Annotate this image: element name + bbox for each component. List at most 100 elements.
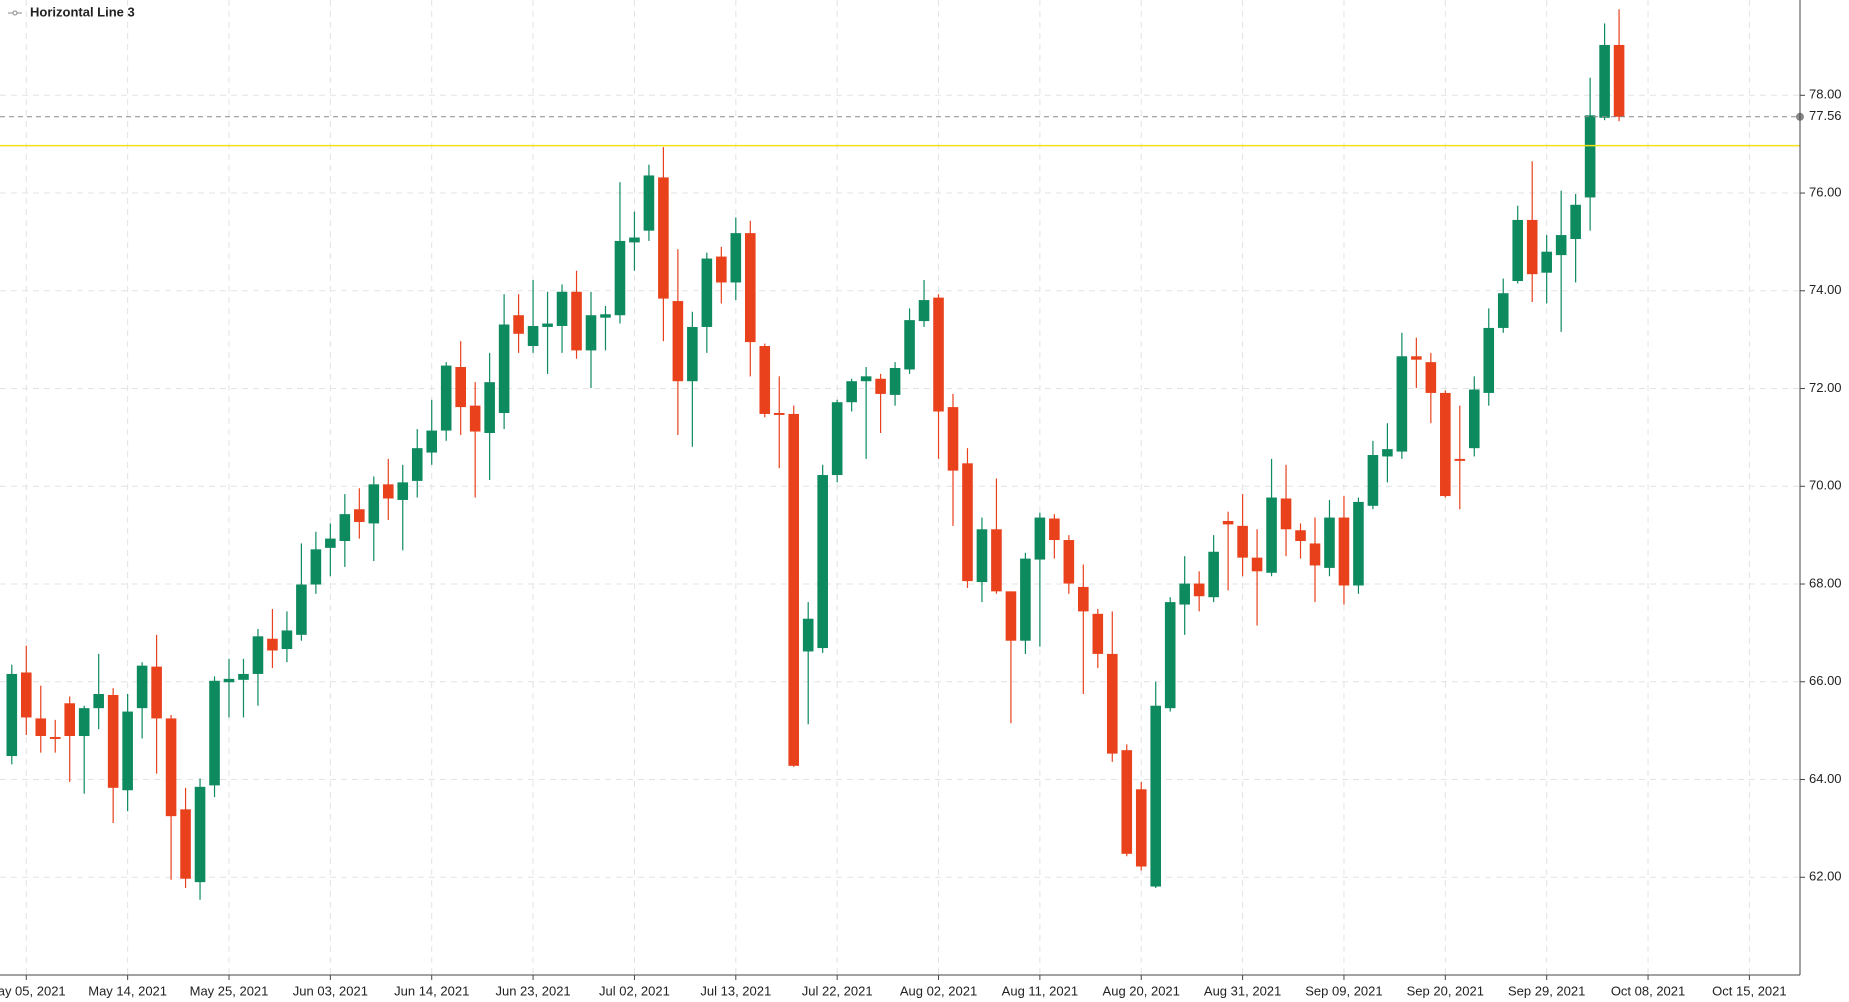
- candle-body: [484, 382, 495, 434]
- candle-body: [759, 346, 771, 414]
- candle-body: [600, 314, 611, 318]
- candle-body: [1512, 219, 1524, 282]
- candle-body: [773, 412, 785, 415]
- candle-body: [1382, 449, 1393, 457]
- candle-body: [1309, 543, 1321, 566]
- candle-body: [1555, 235, 1567, 256]
- candle-body: [1570, 204, 1581, 239]
- candle-body: [469, 405, 481, 432]
- y-tick-label: 76.00: [1809, 184, 1842, 199]
- candle-body: [1584, 115, 1596, 198]
- candle-body: [426, 430, 438, 453]
- legend: Horizontal Line 3: [8, 4, 135, 19]
- candle-body: [687, 326, 698, 382]
- x-tick-label: Jul 02, 2021: [599, 983, 670, 998]
- candle-body: [252, 636, 264, 674]
- candle-body: [1367, 455, 1379, 506]
- candle-body: [1411, 356, 1422, 360]
- candle-body: [1613, 44, 1625, 117]
- candle-body: [629, 237, 640, 243]
- x-tick-label: Jun 14, 2021: [394, 983, 469, 998]
- candle-body: [78, 708, 90, 737]
- candle-body: [802, 618, 814, 652]
- candle-body: [194, 786, 206, 883]
- y-tick-label: 72.00: [1809, 380, 1842, 395]
- candle-body: [354, 509, 365, 522]
- candle-body: [1280, 498, 1292, 530]
- candle-body: [1483, 327, 1495, 393]
- candle-body: [1526, 219, 1538, 275]
- candle-body: [1440, 392, 1451, 497]
- candle-body: [1425, 362, 1437, 393]
- x-tick-label: Sep 20, 2021: [1407, 983, 1484, 998]
- candle-body: [440, 365, 452, 431]
- last-price-label: 77.56: [1809, 108, 1842, 123]
- candle-body: [846, 381, 857, 403]
- x-tick-label: Aug 31, 2021: [1204, 983, 1281, 998]
- candle-body: [658, 177, 669, 299]
- candle-body: [860, 376, 872, 382]
- x-tick-label: May 14, 2021: [88, 983, 167, 998]
- candle-body: [1208, 551, 1219, 598]
- candle-body: [310, 549, 322, 585]
- candle-body: [498, 324, 510, 413]
- candle-body: [1251, 557, 1263, 572]
- candle-body: [527, 325, 539, 347]
- x-tick-label: Sep 09, 2021: [1305, 983, 1382, 998]
- candle-body: [49, 736, 61, 739]
- y-tick-label: 62.00: [1809, 869, 1842, 884]
- candle-body: [1353, 501, 1364, 586]
- candle-body: [744, 233, 756, 343]
- candles-layer: [6, 9, 1625, 900]
- candle-body: [991, 529, 1002, 592]
- candle-body: [1541, 251, 1552, 273]
- candle-body: [918, 300, 930, 322]
- candle-body: [1106, 653, 1118, 754]
- candle-body: [397, 482, 409, 500]
- candle-body: [730, 233, 742, 283]
- y-tick-label: 66.00: [1809, 673, 1842, 688]
- candle-body: [20, 672, 32, 718]
- legend-label: Horizontal Line 3: [30, 4, 135, 19]
- x-tick-label: Jun 03, 2021: [293, 983, 368, 998]
- candle-body: [209, 680, 220, 786]
- candle-body: [947, 407, 959, 471]
- candle-body: [614, 240, 626, 316]
- candle-body: [875, 378, 886, 394]
- candle-body: [136, 665, 148, 709]
- y-tick-label: 70.00: [1809, 478, 1842, 493]
- candle-body: [831, 402, 843, 476]
- candle-body: [1135, 789, 1147, 867]
- candle-body: [1005, 591, 1017, 641]
- candle-body: [1468, 389, 1480, 449]
- candle-body: [281, 630, 293, 650]
- candle-body: [93, 693, 104, 709]
- x-tick-label: Aug 02, 2021: [900, 983, 977, 998]
- candle-body: [411, 448, 423, 481]
- candle-body: [1338, 517, 1350, 586]
- candle-body: [1150, 705, 1162, 887]
- x-tick-label: May 25, 2021: [190, 983, 269, 998]
- candle-body: [672, 301, 684, 382]
- candle-body: [976, 529, 988, 583]
- candle-body: [542, 323, 553, 327]
- candle-body: [1092, 613, 1104, 654]
- candle-body: [571, 291, 582, 351]
- candle-body: [180, 809, 191, 879]
- candle-body: [817, 475, 828, 649]
- candle-body: [223, 678, 235, 683]
- candle-body: [455, 367, 466, 408]
- candle-body: [1454, 458, 1466, 461]
- candle-body: [643, 175, 655, 231]
- candle-body: [889, 368, 901, 395]
- candle-body: [1599, 44, 1610, 118]
- y-tick-label: 68.00: [1809, 575, 1842, 590]
- candle-body: [325, 538, 336, 548]
- candle-body: [165, 718, 177, 817]
- x-tick-label: Jul 13, 2021: [700, 983, 771, 998]
- candle-body: [1193, 583, 1205, 597]
- candle-body: [585, 315, 597, 351]
